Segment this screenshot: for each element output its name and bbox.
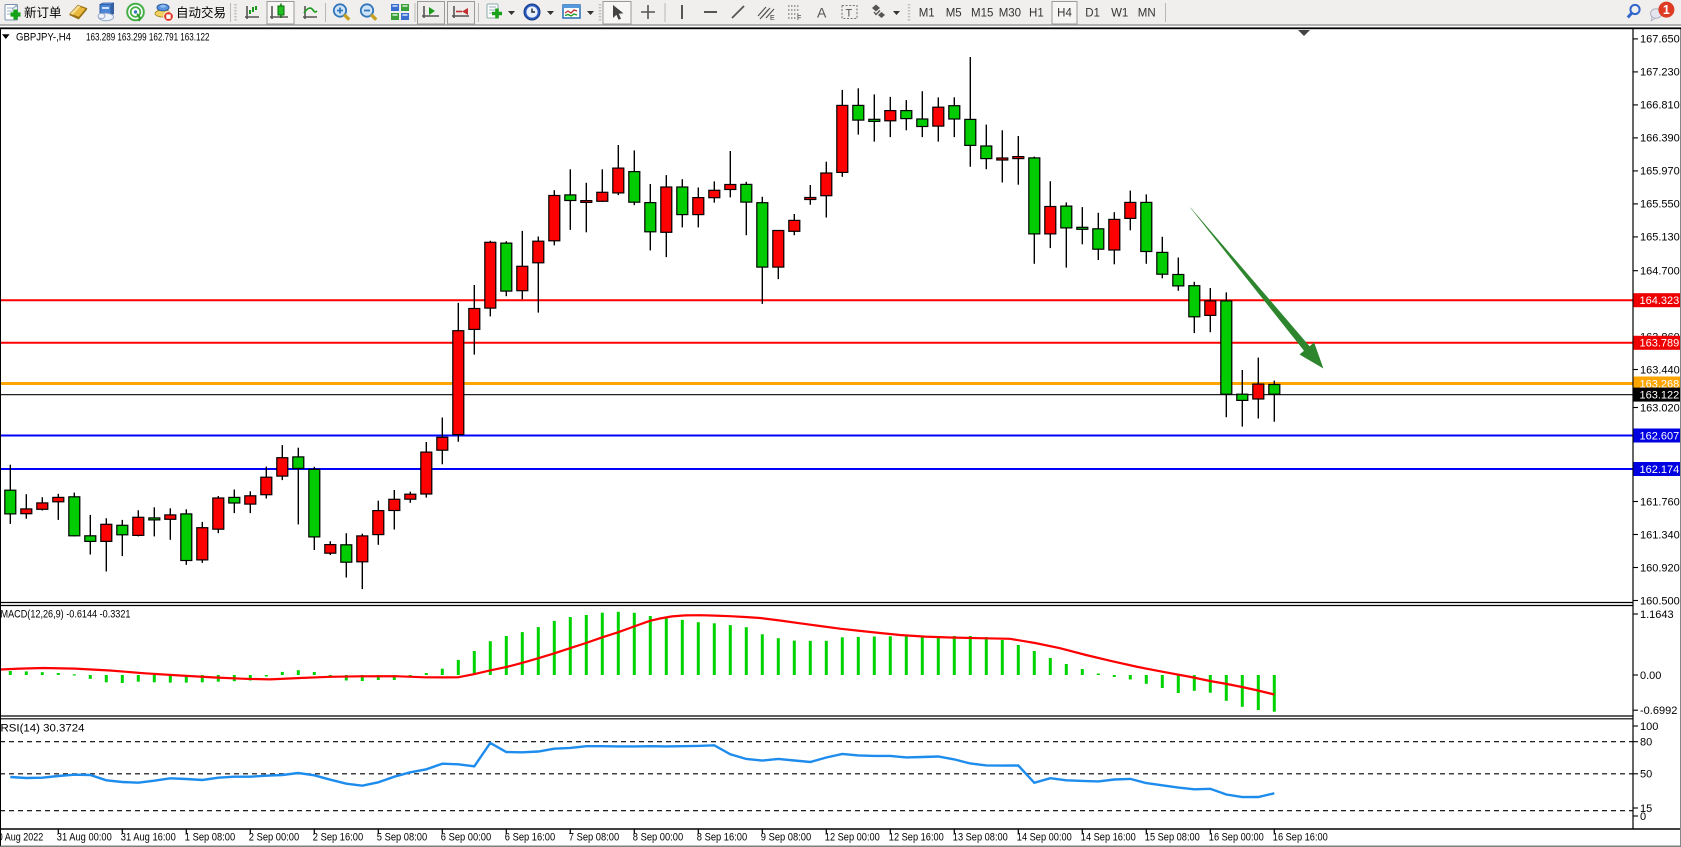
svg-text:167.230: 167.230 xyxy=(1640,67,1680,79)
svg-text:9 Sep 08:00: 9 Sep 08:00 xyxy=(761,832,811,844)
svg-text:W1: W1 xyxy=(1111,8,1128,20)
svg-text:14 Sep 16:00: 14 Sep 16:00 xyxy=(1081,832,1136,844)
svg-text:162.607: 162.607 xyxy=(1640,430,1680,442)
svg-text:MN: MN xyxy=(1138,8,1156,20)
svg-text:163.122: 163.122 xyxy=(1640,389,1680,401)
svg-text:165.550: 165.550 xyxy=(1640,199,1680,211)
svg-text:12 Sep 00:00: 12 Sep 00:00 xyxy=(825,832,880,844)
svg-text:50: 50 xyxy=(1640,769,1652,781)
svg-text:6 Sep 16:00: 6 Sep 16:00 xyxy=(505,832,555,844)
svg-text:14 Sep 00:00: 14 Sep 00:00 xyxy=(1017,832,1072,844)
svg-text:30 Aug 2022: 30 Aug 2022 xyxy=(0,832,43,844)
svg-text:80: 80 xyxy=(1640,737,1652,749)
svg-text:H1: H1 xyxy=(1029,8,1044,20)
svg-text:7 Sep 08:00: 7 Sep 08:00 xyxy=(569,832,619,844)
svg-text:160.920: 160.920 xyxy=(1640,562,1680,574)
svg-text:自动交易: 自动交易 xyxy=(176,5,226,20)
svg-text:165.970: 165.970 xyxy=(1640,166,1680,178)
svg-text:GBPJPY-,H4: GBPJPY-,H4 xyxy=(16,32,71,44)
svg-text:6 Sep 00:00: 6 Sep 00:00 xyxy=(441,832,491,844)
svg-text:5 Sep 08:00: 5 Sep 08:00 xyxy=(377,832,427,844)
svg-text:163.789: 163.789 xyxy=(1640,338,1680,350)
svg-text:164.323: 164.323 xyxy=(1640,295,1680,307)
svg-text:163.020: 163.020 xyxy=(1640,402,1680,414)
svg-text:A: A xyxy=(817,5,827,21)
svg-text:163.289 163.299 162.791 163.12: 163.289 163.299 162.791 163.122 xyxy=(86,32,210,44)
svg-text:M1: M1 xyxy=(919,8,935,20)
svg-text:166.390: 166.390 xyxy=(1640,133,1680,145)
svg-text:31 Aug 00:00: 31 Aug 00:00 xyxy=(57,832,112,844)
svg-text:1: 1 xyxy=(1663,3,1670,17)
svg-text:0.00: 0.00 xyxy=(1640,670,1661,682)
svg-text:167.650: 167.650 xyxy=(1640,34,1680,46)
svg-text:M30: M30 xyxy=(999,8,1021,20)
svg-text:T: T xyxy=(846,8,853,20)
svg-text:1 Sep 08:00: 1 Sep 08:00 xyxy=(185,832,235,844)
svg-text:D1: D1 xyxy=(1085,8,1100,20)
svg-text:15: 15 xyxy=(1640,803,1652,815)
svg-text:16 Sep 00:00: 16 Sep 00:00 xyxy=(1209,832,1264,844)
svg-text:163.268: 163.268 xyxy=(1640,378,1680,390)
svg-text:100: 100 xyxy=(1640,721,1658,733)
svg-text:163.440: 163.440 xyxy=(1640,364,1680,376)
svg-text:161.760: 161.760 xyxy=(1640,496,1680,508)
svg-text:新订单: 新订单 xyxy=(24,5,62,20)
svg-text:165.130: 165.130 xyxy=(1640,232,1680,244)
svg-text:15 Sep 08:00: 15 Sep 08:00 xyxy=(1145,832,1200,844)
svg-text:12 Sep 16:00: 12 Sep 16:00 xyxy=(889,832,944,844)
svg-text:164.700: 164.700 xyxy=(1640,266,1680,278)
svg-text:RSI(14) 30.3724: RSI(14) 30.3724 xyxy=(1,723,85,735)
svg-text:8 Sep 00:00: 8 Sep 00:00 xyxy=(633,832,683,844)
svg-text:-0.6992: -0.6992 xyxy=(1640,705,1677,717)
svg-text:M15: M15 xyxy=(971,8,993,20)
svg-text:162.174: 162.174 xyxy=(1640,464,1680,476)
svg-text:166.810: 166.810 xyxy=(1640,100,1680,112)
svg-text:1.1643: 1.1643 xyxy=(1640,609,1674,621)
svg-text:M5: M5 xyxy=(946,8,962,20)
svg-text:2 Sep 16:00: 2 Sep 16:00 xyxy=(313,832,363,844)
svg-text:13 Sep 08:00: 13 Sep 08:00 xyxy=(953,832,1008,844)
svg-text:MACD(12,26,9) -0.6144 -0.3321: MACD(12,26,9) -0.6144 -0.3321 xyxy=(1,609,131,621)
svg-text:2 Sep 00:00: 2 Sep 00:00 xyxy=(249,832,299,844)
svg-text:F: F xyxy=(797,15,801,22)
svg-text:161.340: 161.340 xyxy=(1640,529,1680,541)
svg-text:0: 0 xyxy=(1640,811,1646,823)
svg-text:E: E xyxy=(770,15,775,22)
svg-text:31 Aug 16:00: 31 Aug 16:00 xyxy=(121,832,176,844)
svg-text:8 Sep 16:00: 8 Sep 16:00 xyxy=(697,832,747,844)
svg-text:160.500: 160.500 xyxy=(1640,595,1680,607)
svg-text:16 Sep 16:00: 16 Sep 16:00 xyxy=(1273,832,1328,844)
svg-text:H4: H4 xyxy=(1057,8,1072,20)
